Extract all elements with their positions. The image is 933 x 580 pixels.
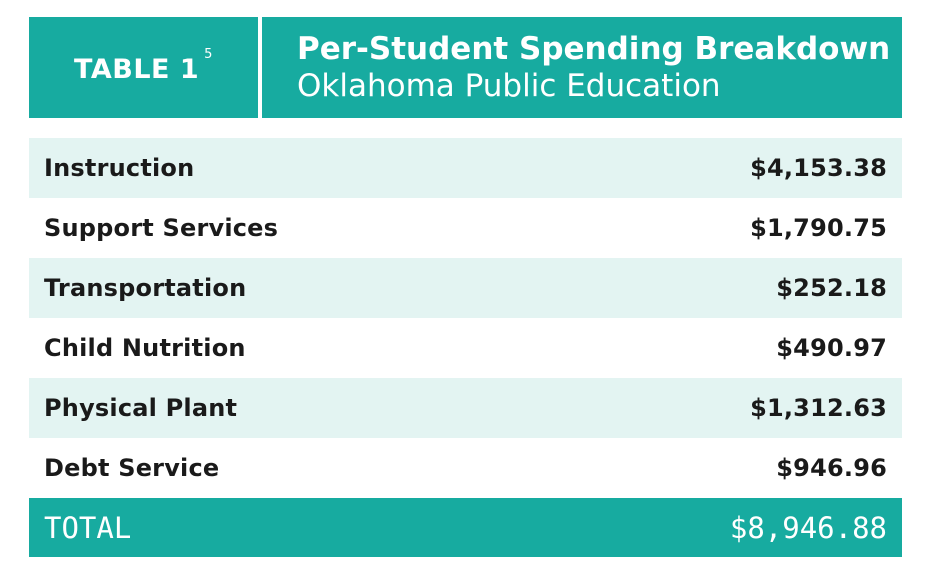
- row-label: Instruction: [44, 154, 195, 182]
- row-label: Physical Plant: [44, 394, 238, 422]
- total-label: TOTAL: [44, 510, 132, 545]
- title-block: Per-Student Spending Breakdown Oklahoma …: [297, 31, 890, 105]
- total-row: TOTAL $8,946.88: [29, 498, 902, 557]
- table-row: Physical Plant $1,312.63: [29, 378, 902, 438]
- row-label: Transportation: [44, 274, 247, 302]
- row-value: $252.18: [776, 274, 887, 302]
- spending-table: Instruction $4,153.38 Support Services $…: [29, 138, 902, 498]
- table-row: Support Services $1,790.75: [29, 198, 902, 258]
- row-value: $1,790.75: [750, 214, 887, 242]
- table-title: Per-Student Spending Breakdown: [297, 31, 891, 67]
- row-value: $1,312.63: [750, 394, 887, 422]
- table-row: Debt Service $946.96: [29, 438, 902, 498]
- row-value: $946.96: [776, 454, 887, 482]
- table-row: Instruction $4,153.38: [29, 138, 902, 198]
- row-value: $490.97: [776, 334, 887, 362]
- header-divider: [258, 17, 262, 118]
- row-label: Child Nutrition: [44, 334, 246, 362]
- footnote-marker: 5: [204, 47, 213, 62]
- table-row: Transportation $252.18: [29, 258, 902, 318]
- row-label: Support Services: [44, 214, 279, 242]
- table-subtitle: Oklahoma Public Education: [297, 68, 721, 104]
- total-value: $8,946.88: [729, 510, 887, 545]
- row-value: $4,153.38: [750, 154, 887, 182]
- row-label: Debt Service: [44, 454, 220, 482]
- table-row: Child Nutrition $490.97: [29, 318, 902, 378]
